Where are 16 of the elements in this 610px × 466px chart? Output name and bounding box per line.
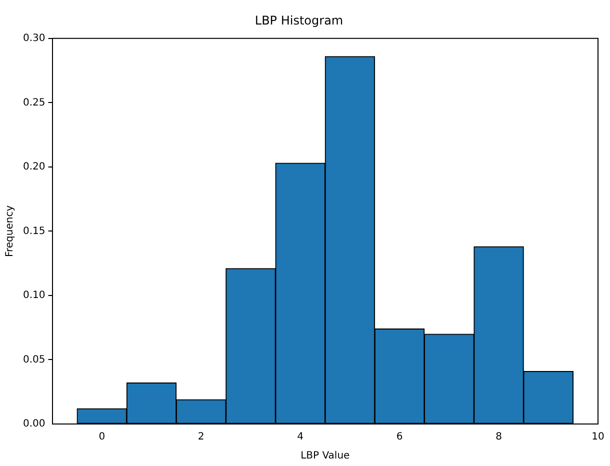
x-tick-label: 8 bbox=[496, 432, 502, 443]
x-tick-label: 2 bbox=[198, 432, 204, 443]
y-axis-title: Frequency bbox=[4, 205, 16, 258]
y-tick-label: 0.25 bbox=[23, 97, 46, 108]
x-tick-label: 4 bbox=[297, 432, 304, 443]
y-tick-label: 0.00 bbox=[23, 418, 46, 430]
y-tick-label: 0.10 bbox=[23, 290, 46, 302]
x-tick-label: 10 bbox=[592, 432, 604, 443]
x-tick-label: 0 bbox=[98, 432, 106, 443]
y-tick-label: 0.20 bbox=[23, 162, 46, 173]
chart-title: LBP Histogram bbox=[254, 13, 344, 28]
x-tick-label: 6 bbox=[396, 432, 403, 443]
y-tick-label: 0.30 bbox=[23, 32, 46, 44]
y-tick-label: 0.05 bbox=[23, 354, 46, 366]
y-tick-label: 0.15 bbox=[23, 226, 46, 237]
x-axis-title: LBP Value bbox=[300, 450, 350, 462]
